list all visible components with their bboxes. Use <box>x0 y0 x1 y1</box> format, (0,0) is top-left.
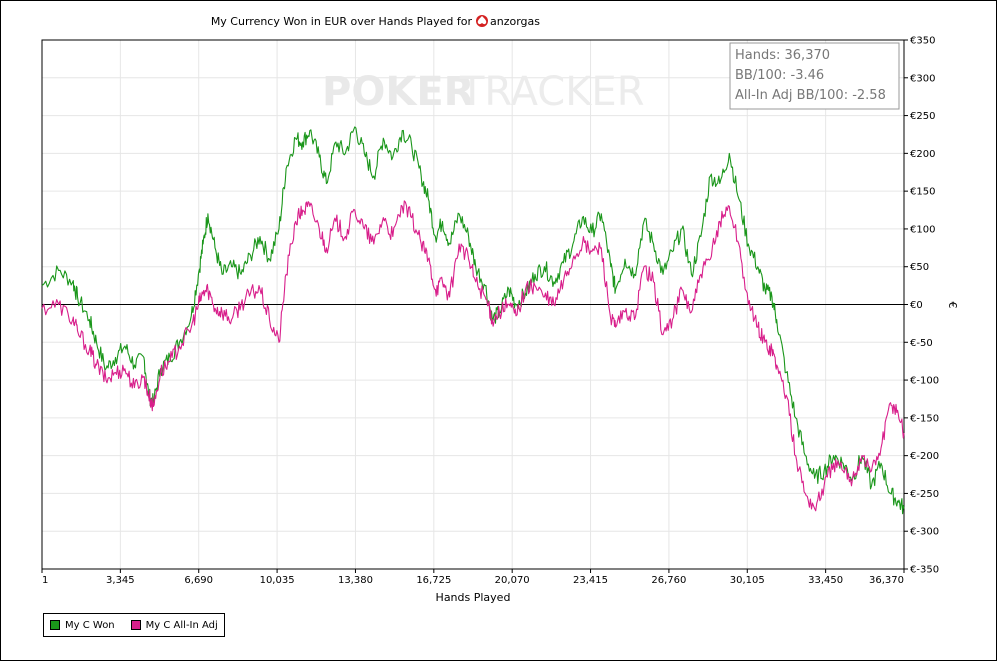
x-axis-ticks: 1 3,345 6,690 10,035 13,380 16,725 20,070 23,41… <box>41 569 905 586</box>
y-tick-label: €-100 <box>910 376 939 387</box>
series-line-won <box>41 126 905 515</box>
watermark-poker: POKER <box>322 69 474 115</box>
legend: My C Won My C All-In Adj <box>43 613 225 637</box>
legend-swatch-won <box>50 620 60 630</box>
x-tick-label: 16,725 <box>416 575 451 586</box>
x-tick-label: 1 <box>42 575 48 586</box>
player-name: anzorgas <box>490 15 540 28</box>
stat-hands: Hands: 36,370 <box>735 48 830 63</box>
x-tick-label: 10,035 <box>260 575 295 586</box>
y-tick-label: €50 <box>910 262 929 273</box>
y-tick-label: €-150 <box>910 413 939 424</box>
x-tick-label: 36,370 <box>869 575 904 586</box>
x-tick-label: 23,415 <box>573 575 608 586</box>
y-tick-label: €-350 <box>910 565 939 576</box>
y-tick-label: €150 <box>910 187 935 198</box>
y-axis-ticks: €350 €300 €250 €200 €150 €100 €50 €0 €-50 €-100 €-… <box>904 36 939 576</box>
legend-swatch-allin <box>130 620 141 630</box>
spade-icon <box>476 15 488 27</box>
legend-item-won: My C Won <box>50 620 115 631</box>
y-tick-label: €100 <box>910 224 935 235</box>
x-tick-label: 26,760 <box>651 575 686 586</box>
stats-box-bg <box>729 42 900 110</box>
watermark: POKER TRACKER <box>322 69 645 115</box>
stats-box: Hands: 36,370 BB/100: -3.46 All-In Adj B… <box>729 42 900 110</box>
y-tick-label: €0 <box>910 300 923 311</box>
y-tick-label: €-300 <box>910 527 939 538</box>
x-tick-label: 33,450 <box>808 575 843 586</box>
x-tick-label: 6,690 <box>184 575 213 586</box>
x-tick-label: 13,380 <box>338 575 373 586</box>
y-tick-label: €-250 <box>910 489 939 500</box>
y-tick-label: €250 <box>910 111 935 122</box>
x-tick-label: 3,345 <box>106 575 135 586</box>
y-tick-label: €300 <box>910 73 935 84</box>
x-tick-label: 20,070 <box>495 575 530 586</box>
x-axis-label: Hands Played <box>436 591 511 604</box>
stat-allin-bb100: All-In Adj BB/100: -2.58 <box>735 88 886 103</box>
legend-label-allin: My C All-In Adj <box>145 619 218 631</box>
y-axis-label: € <box>946 302 959 309</box>
chart-title: My Currency Won in EUR over Hands Played… <box>211 15 473 28</box>
series-group <box>41 126 905 515</box>
legend-item-allin: My C All-In Adj <box>130 619 218 631</box>
x-tick-label: 30,105 <box>730 575 765 586</box>
watermark-tracker: TRACKER <box>459 69 645 115</box>
stat-bb100: BB/100: -3.46 <box>735 68 824 83</box>
y-tick-label: €-200 <box>910 451 939 462</box>
series-line-allin-adj <box>41 200 905 512</box>
y-tick-label: €-50 <box>910 338 933 349</box>
y-tick-label: €200 <box>910 149 935 160</box>
legend-label-won: My C Won <box>65 619 115 631</box>
y-tick-label: €350 <box>910 36 935 47</box>
